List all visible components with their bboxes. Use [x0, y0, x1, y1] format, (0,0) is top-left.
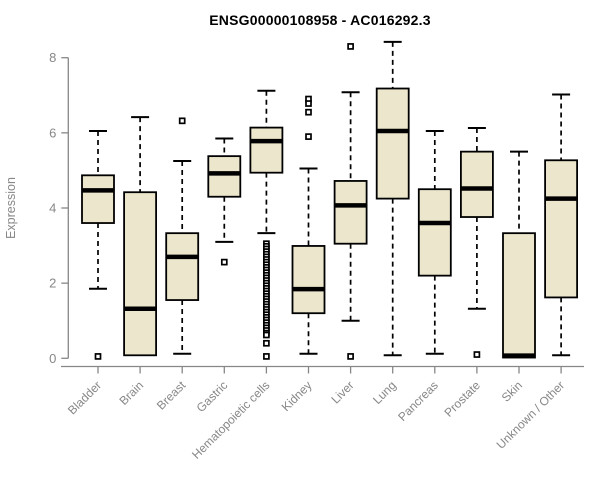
box-prostate-iqr [459, 150, 494, 218]
box-bladder-outlier [94, 353, 102, 360]
x-axis-tick-label: Kidney [279, 378, 315, 414]
box-breast-outlier [178, 117, 186, 125]
box-kidney-outlier [305, 133, 312, 140]
y-axis-tick-label: 2 [49, 276, 56, 291]
box-liver-iqr [333, 180, 368, 245]
box-hematopoietic-cells-outlier [263, 331, 270, 339]
box-kidney-iqr [291, 245, 326, 315]
box-lung-iqr [375, 87, 410, 200]
box-kidney-outlier [305, 108, 312, 116]
y-axis-title: Expression [4, 177, 18, 239]
x-axis-tick-label: Prostate [442, 378, 484, 420]
box-liver-outlier [347, 353, 354, 360]
x-axis-tick-label: Liver [328, 378, 356, 406]
y-axis-tick-label: 8 [49, 50, 56, 65]
box-hematopoietic-cells-iqr [249, 126, 284, 174]
box-hematopoietic-cells-outlier [263, 353, 270, 360]
x-axis-tick-label: Bladder [65, 378, 104, 417]
y-axis-tick-label: 6 [49, 125, 56, 140]
x-axis-tick-label: Gastric [194, 378, 231, 415]
x-axis-tick-label: Hematopoietic cells [189, 378, 272, 461]
box-skin-iqr [502, 232, 536, 359]
x-axis-tick-label: Breast [154, 378, 189, 413]
box-liver-outlier [347, 43, 354, 50]
x-axis-tick-label: Lung [370, 378, 399, 407]
box-pancreas-iqr [417, 188, 452, 277]
box-hematopoietic-cells-outlier [263, 339, 270, 347]
y-axis-tick-label: 4 [49, 201, 56, 216]
x-axis-tick-label: Skin [499, 378, 525, 404]
chart-title: ENSG00000108958 - AC016292.3 [209, 12, 431, 28]
box-unknown-other-iqr [544, 159, 578, 299]
box-gastric-iqr [207, 155, 242, 198]
box-gastric-outlier [220, 258, 228, 266]
box-kidney-outlier [305, 100, 312, 107]
box-bladder-iqr [81, 174, 115, 224]
box-prostate-outlier [473, 351, 481, 358]
box-breast-iqr [165, 232, 200, 301]
x-axis-tick-label: Pancreas [395, 378, 441, 424]
x-axis-tick-label: Brain [117, 378, 147, 408]
y-axis-tick-label: 0 [49, 351, 56, 366]
box-brain-iqr [123, 191, 157, 357]
